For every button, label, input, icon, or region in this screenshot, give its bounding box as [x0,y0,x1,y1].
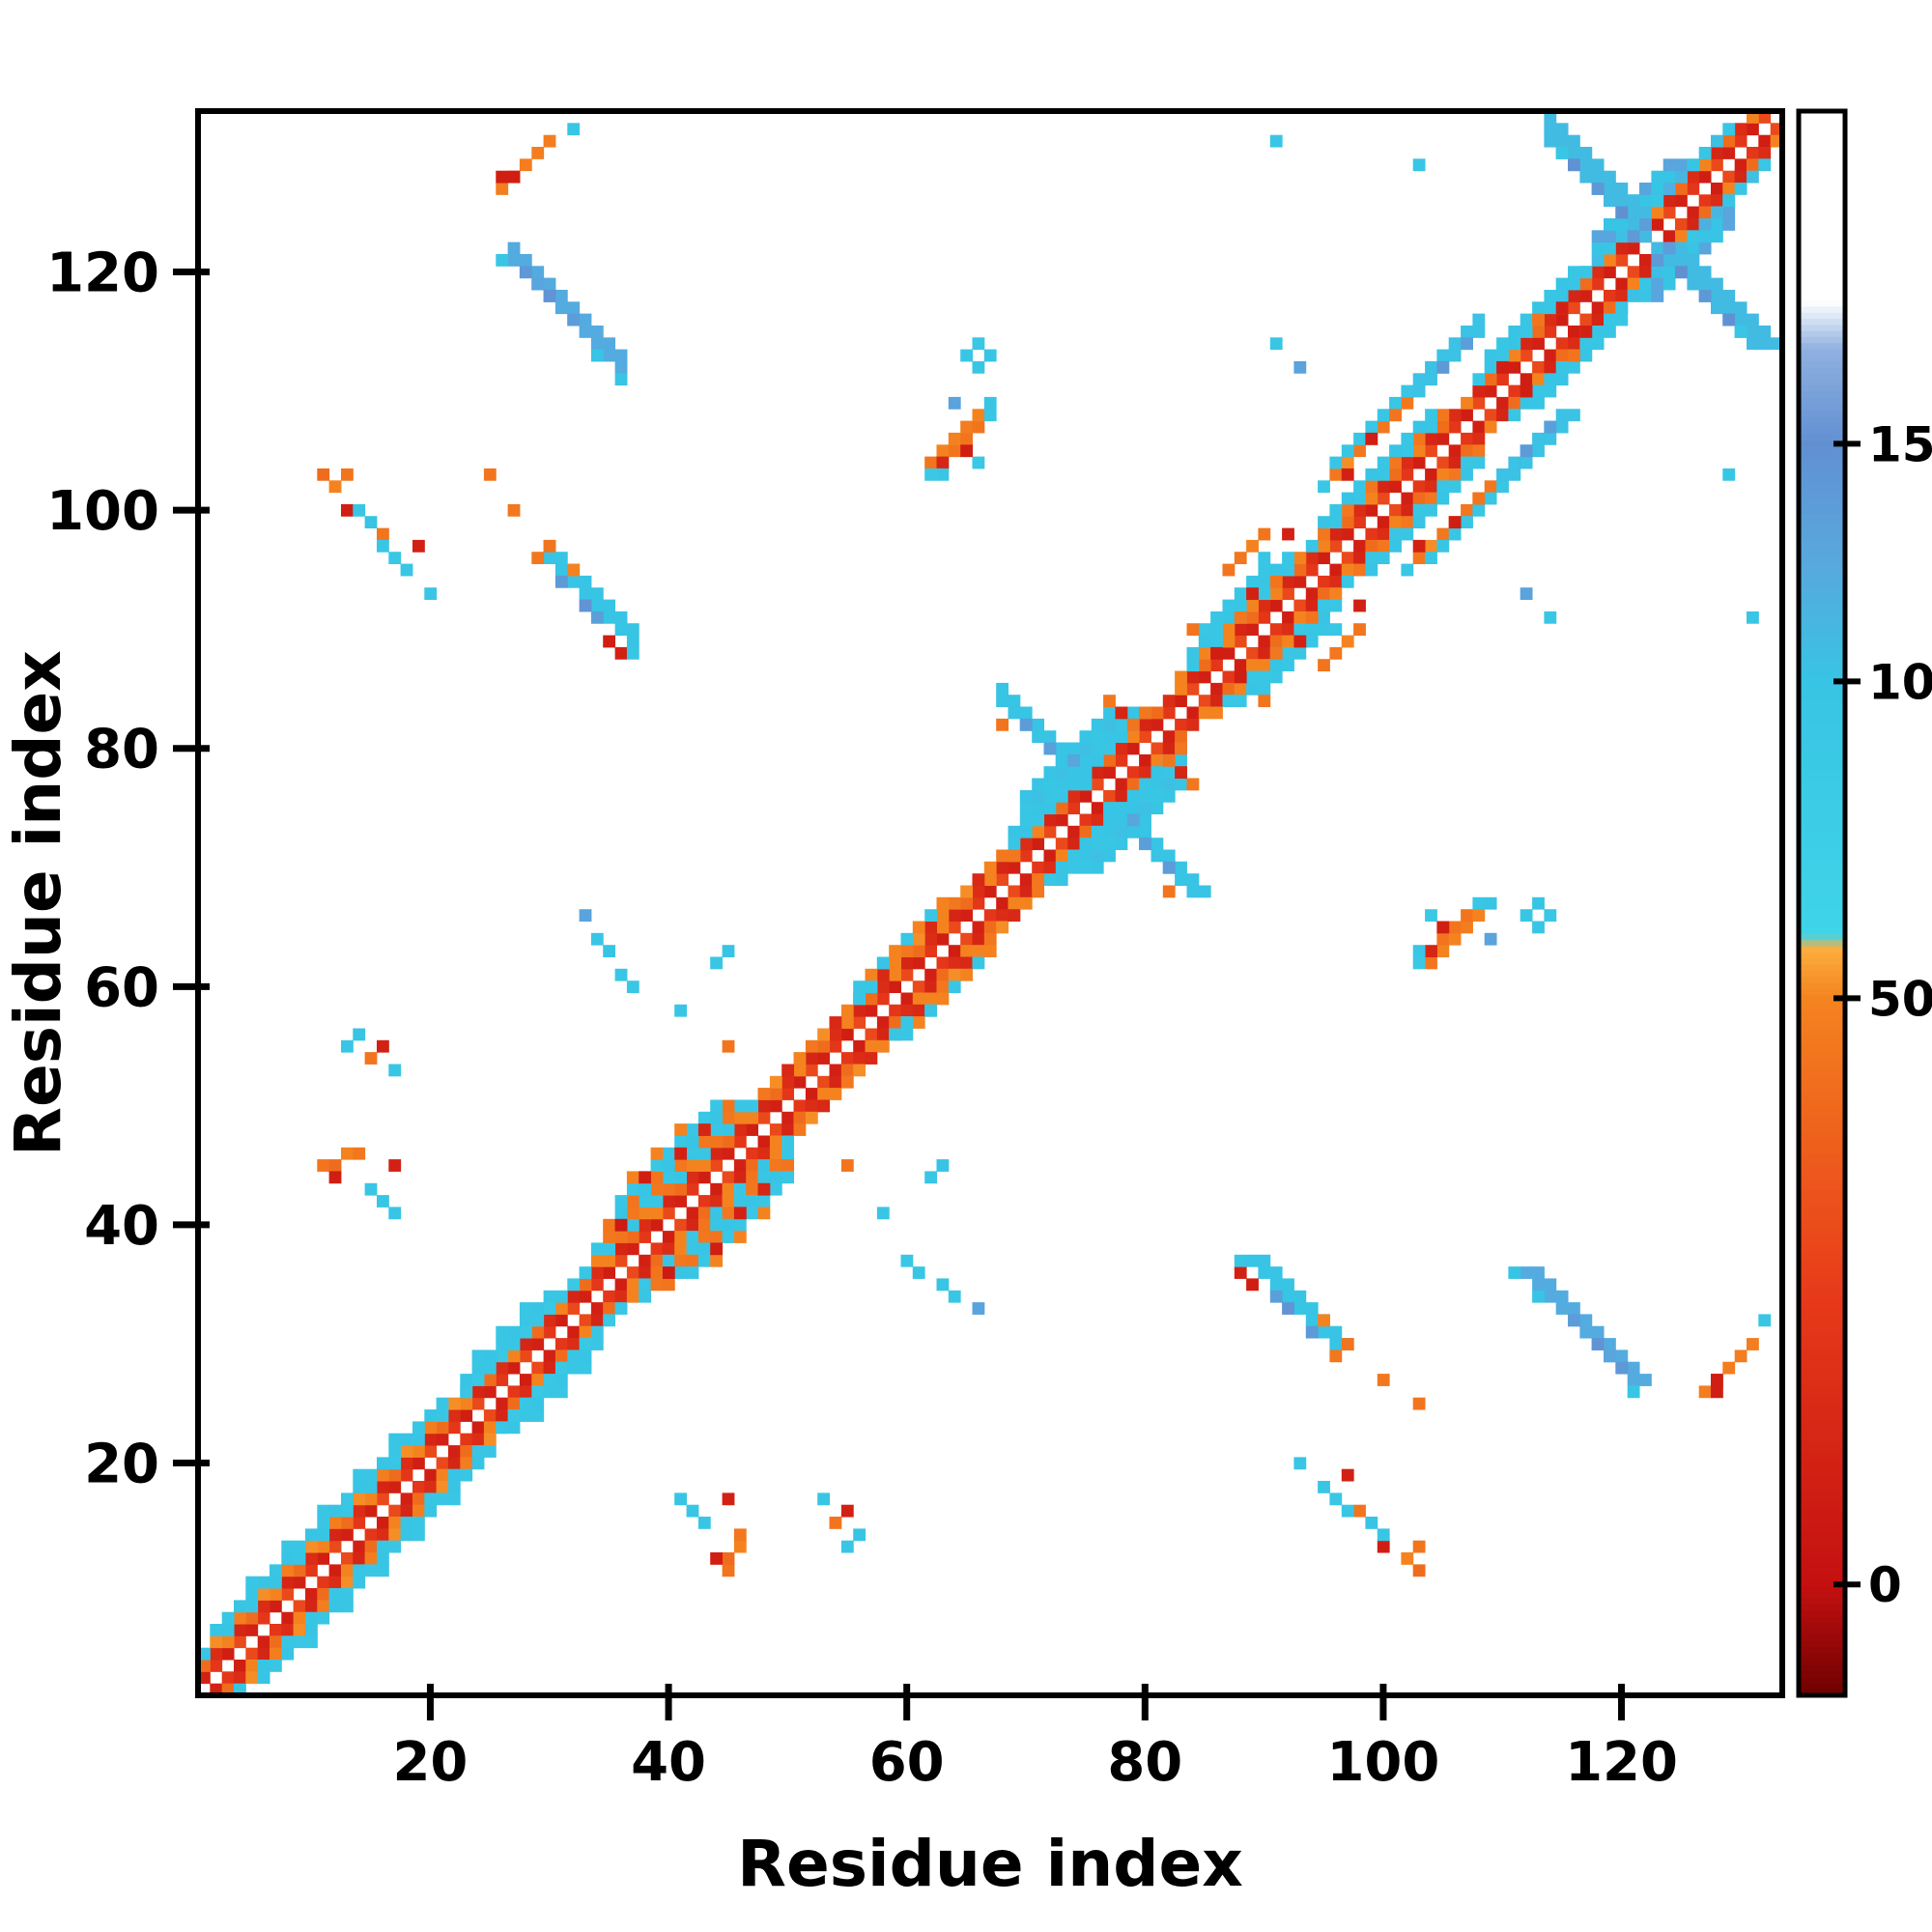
y-tick-label: 100 [46,480,159,543]
axes-frame [195,108,1785,1698]
x-tick-label: 80 [1107,1731,1182,1794]
x-tick-label: 40 [631,1731,706,1794]
x-tick-label: 100 [1326,1731,1439,1794]
colorbar-tick-label: 0 [1868,1557,1902,1613]
x-tick-label: 20 [392,1731,468,1794]
colorbar: 0 50 100 150 [1796,108,1932,1698]
y-tick-label: 120 [46,242,159,304]
y-tick-label: 40 [84,1195,159,1258]
colorbar-tick-label: 150 [1868,416,1932,472]
x-axis-label: Residue index [737,1827,1243,1901]
colorbar-tick-label: 50 [1868,971,1932,1027]
cells-layer [198,111,1783,1696]
x-axis: 20 40 60 80 100 120 [392,1684,1678,1794]
y-tick-label: 60 [84,956,159,1019]
x-tick-label: 120 [1565,1731,1678,1794]
y-tick-label: 80 [84,719,159,781]
y-axis: 20 40 60 80 100 120 [46,242,210,1496]
colorbar-tick-label: 100 [1868,654,1932,710]
y-axis-label: Residue index [1,650,75,1156]
y-tick-label: 20 [84,1434,159,1496]
x-tick-label: 60 [869,1731,945,1794]
